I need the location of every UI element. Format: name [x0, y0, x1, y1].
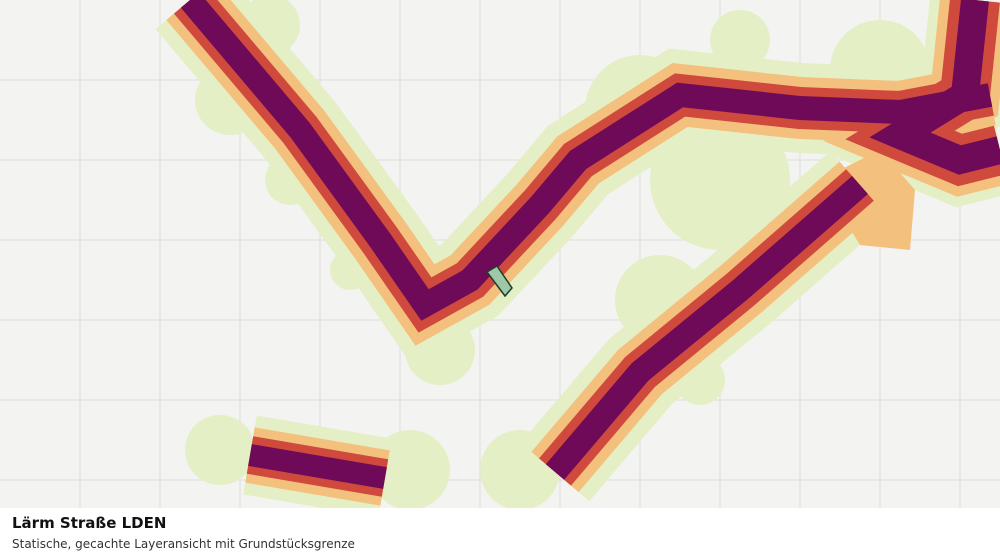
noise-zones — [190, 0, 1000, 478]
layer-title: Lärm Straße LDEN — [12, 514, 167, 532]
map-canvas — [0, 0, 1000, 508]
layer-subtitle: Statische, gecachte Layeransicht mit Gru… — [12, 537, 355, 551]
legend-panel: Lärm Straße LDEN Statische, gecachte Lay… — [0, 508, 1000, 560]
parcel-boundary — [485, 264, 513, 298]
